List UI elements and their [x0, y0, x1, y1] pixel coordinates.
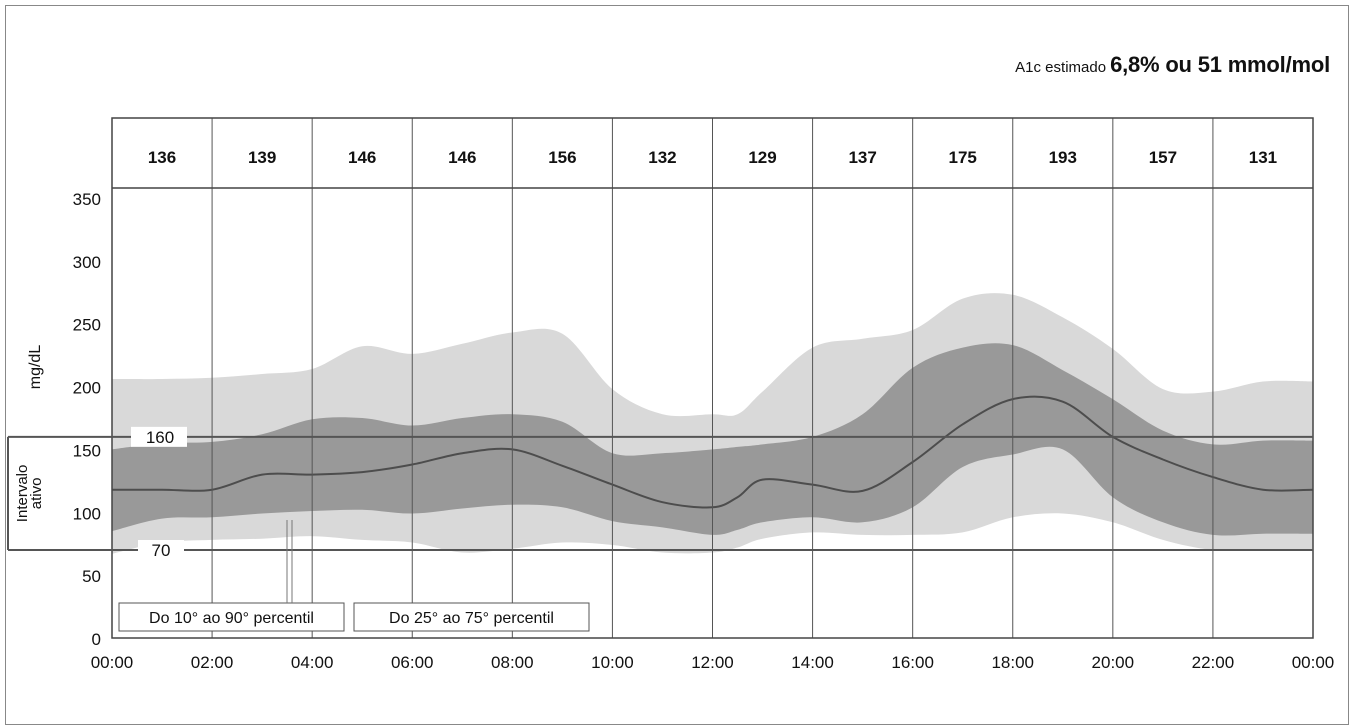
x-tick-label: 10:00	[591, 653, 634, 672]
legend-box	[353, 602, 590, 632]
target-high-label-bg	[131, 426, 187, 447]
hourly-mean-value: 137	[848, 148, 876, 167]
a1c-estimate: A1c estimado 6,8% ou 51 mmol/mol	[1015, 52, 1330, 78]
x-tick-label: 12:00	[691, 653, 734, 672]
hourly-mean-value: 146	[448, 148, 476, 167]
target-high-label: 160	[146, 428, 174, 447]
y-tick-label: 350	[73, 190, 101, 209]
x-tick-label: 08:00	[491, 653, 534, 672]
y-tick-label: 300	[73, 253, 101, 272]
target-range-label-bg	[10, 445, 44, 542]
legend-label: Do 25° ao 75° percentil	[389, 610, 554, 627]
median-line	[112, 395, 1314, 509]
y-tick-label: 150	[73, 441, 101, 460]
a1c-value: 6,8% ou 51 mmol/mol	[1110, 52, 1330, 77]
target-low-label-bg	[138, 540, 184, 560]
hourly-mean-value: 157	[1149, 148, 1177, 167]
legend-label: Do 10° ao 90° percentil	[149, 610, 314, 627]
x-tick-label: 02:00	[191, 653, 234, 672]
x-tick-label: 20:00	[1092, 653, 1135, 672]
hourly-mean-value: 129	[748, 148, 776, 167]
y-tick-label: 0	[92, 630, 101, 649]
x-tick-label: 04:00	[291, 653, 334, 672]
hourly-mean-value: 146	[348, 148, 376, 167]
x-tick-label: 06:00	[391, 653, 434, 672]
x-tick-label: 14:00	[791, 653, 834, 672]
a1c-label: A1c estimado	[1015, 59, 1107, 76]
y-axis-title: mg/dL	[27, 345, 44, 390]
x-tick-label: 18:00	[991, 653, 1034, 672]
x-tick-label: 16:00	[891, 653, 934, 672]
x-tick-label: 00:00	[91, 653, 134, 672]
hourly-mean-value: 131	[1249, 148, 1277, 167]
y-tick-label: 250	[73, 316, 101, 335]
legend-box	[118, 602, 345, 632]
hourly-mean-value: 136	[148, 148, 176, 167]
hourly-mean-value: 132	[648, 148, 676, 167]
target-range-label-line1: Intervalo	[14, 465, 31, 523]
x-tick-label: 22:00	[1192, 653, 1235, 672]
hourly-mean-value: 156	[548, 148, 576, 167]
y-tick-label: 50	[82, 567, 101, 586]
plot-border	[111, 117, 1314, 639]
hourly-mean-value: 193	[1049, 148, 1077, 167]
glucose-profile-chart: 136 139 146 146 156 132 129 137 175 193 157 131 160 7…	[7, 117, 1335, 672]
hourly-mean-value: 175	[949, 148, 977, 167]
y-tick-label: 200	[73, 379, 101, 398]
target-low-label: 70	[152, 541, 171, 560]
target-range-label-line2: ativo	[28, 478, 45, 510]
x-tick-label: 00:00	[1292, 653, 1335, 672]
y-tick-label: 100	[73, 504, 101, 523]
hourly-mean-value: 139	[248, 148, 276, 167]
